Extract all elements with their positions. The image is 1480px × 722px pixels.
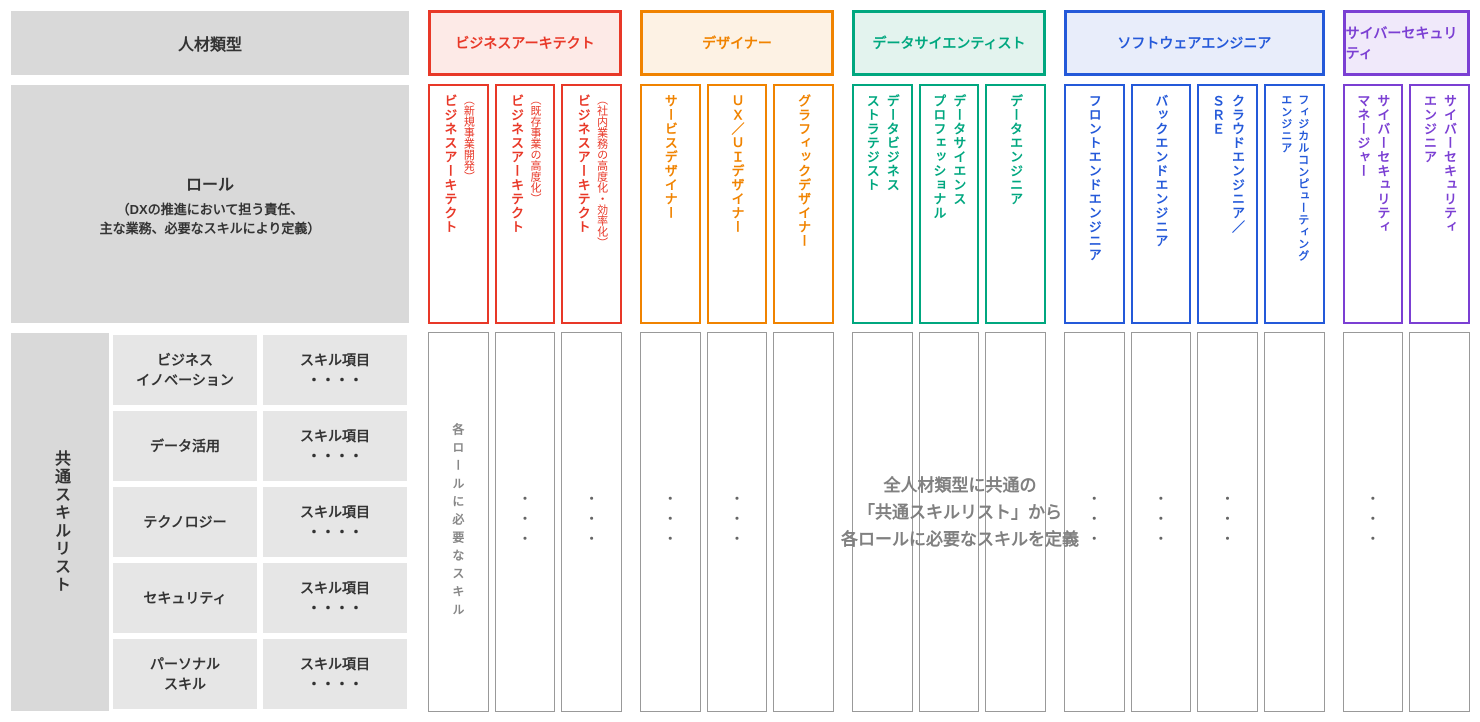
header-jinzai: 人材類型 <box>10 10 410 76</box>
skill-col-ba-1: ・・・ <box>495 332 556 712</box>
skill-col-cs-0: ・・・ <box>1343 332 1404 712</box>
skill-col-se-2: ・・・ <box>1197 332 1258 712</box>
skill-row-0: ビジネスイノベーション <box>112 334 258 406</box>
role-des-2: グラフィックデザイナー <box>773 84 834 324</box>
role-des-1: ＵＸ／ＵＩデザイナー <box>707 84 768 324</box>
role-ba-0: ビジネスアーキテクト（新規事業開発） <box>428 84 489 324</box>
skill-col-ba-0: 各ロールに必要なスキル <box>428 332 489 712</box>
skill-item-0: スキル項目・・・・ <box>262 334 408 406</box>
header-role: ロール（DXの推進において担う責任、主な業務、必要なスキルにより定義） <box>10 84 410 324</box>
skill-col-des-2 <box>773 332 834 712</box>
skill-item-4: スキル項目・・・・ <box>262 638 408 710</box>
role-ds-0: ストラテジストデータビジネス <box>852 84 913 324</box>
role-ba-2: ビジネスアーキテクト（社内業務の高度化・効率化） <box>561 84 622 324</box>
skill-row-1: データ活用 <box>112 410 258 482</box>
skill-list-side-label: 共通スキルリスト <box>10 332 110 712</box>
role-cs-0: マネージャーサイバーセキュリティ <box>1343 84 1404 324</box>
skill-col-ds-0 <box>852 332 913 712</box>
skill-col-des-1: ・・・ <box>707 332 768 712</box>
skill-item-2: スキル項目・・・・ <box>262 486 408 558</box>
role-des-0: サービスデザイナー <box>640 84 701 324</box>
skill-col-ba-2: ・・・ <box>561 332 622 712</box>
skill-row-3: セキュリティ <box>112 562 258 634</box>
skill-col-ds-2 <box>985 332 1046 712</box>
skill-col-cs-1 <box>1409 332 1470 712</box>
skill-col-se-1: ・・・ <box>1131 332 1192 712</box>
skill-col-se-3 <box>1264 332 1325 712</box>
category-cs: サイバーセキュリティ <box>1343 10 1470 76</box>
category-se: ソフトウェアエンジニア <box>1064 10 1325 76</box>
skill-col-se-0: ・・・ <box>1064 332 1125 712</box>
role-se-1: バックエンドエンジニア <box>1131 84 1192 324</box>
role-se-3: エンジニアフィジカルコンピューティング <box>1264 84 1325 324</box>
category-ds: データサイエンティスト <box>852 10 1046 76</box>
role-cs-1: エンジニアサイバーセキュリティ <box>1409 84 1470 324</box>
skill-row-2: テクノロジー <box>112 486 258 558</box>
skill-row-4: パーソナルスキル <box>112 638 258 710</box>
category-des: デザイナー <box>640 10 834 76</box>
skill-col-des-0: ・・・ <box>640 332 701 712</box>
category-ba: ビジネスアーキテクト <box>428 10 622 76</box>
role-ds-1: プロフェッショナルデータサイエンス <box>919 84 980 324</box>
skill-item-3: スキル項目・・・・ <box>262 562 408 634</box>
skill-item-1: スキル項目・・・・ <box>262 410 408 482</box>
role-se-0: フロントエンドエンジニア <box>1064 84 1125 324</box>
role-ds-2: データエンジニア <box>985 84 1046 324</box>
role-ba-1: ビジネスアーキテクト（既存事業の高度化） <box>495 84 556 324</box>
skill-col-ds-1 <box>919 332 980 712</box>
role-se-2: ＳＲＥクラウドエンジニア／ <box>1197 84 1258 324</box>
